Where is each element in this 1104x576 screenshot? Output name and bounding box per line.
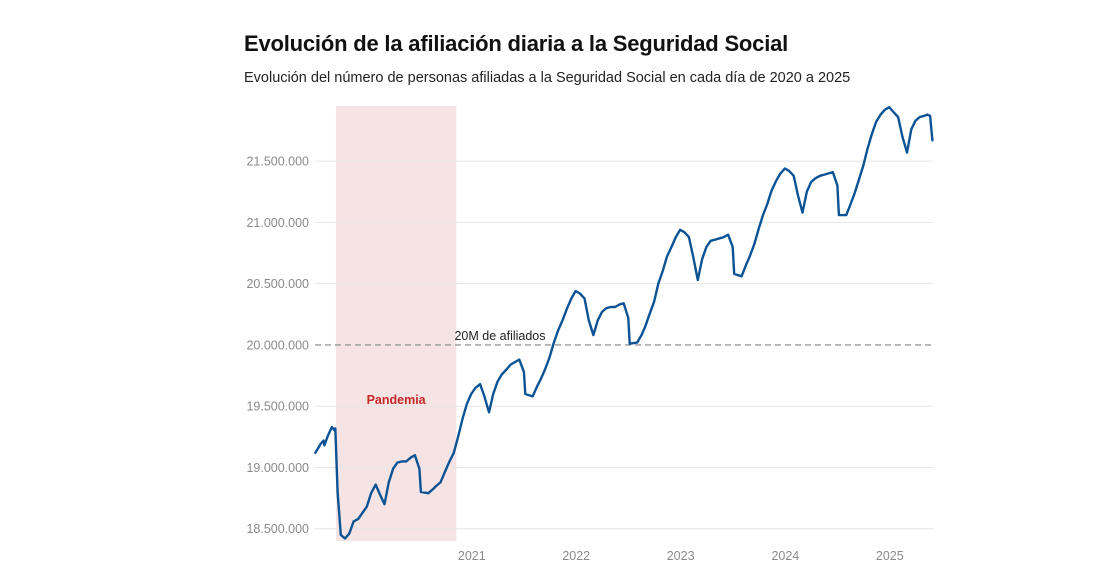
x-tick-label: 2021 [458, 549, 486, 563]
x-tick-label: 2025 [876, 549, 904, 563]
y-tick-label: 18.500.000 [246, 522, 309, 536]
pandemic-band-layer [335, 106, 457, 541]
reference-line-label: 20M de afiliados [454, 329, 545, 343]
pandemic-band [335, 106, 457, 541]
x-tick-label: 2022 [562, 549, 590, 563]
affiliation-series-line [314, 106, 934, 540]
x-axis-ticks: 2021 2022 2023 2024 2025 [458, 549, 904, 563]
pandemic-band-label: Pandemia [367, 393, 427, 407]
y-tick-label: 20.500.000 [246, 277, 309, 291]
x-tick-label: 2024 [771, 549, 799, 563]
y-axis-ticks: 18.500.000 19.000.000 19.500.000 20.000.000… [246, 155, 309, 537]
chart-subtitle: Evolución del número de personas afiliad… [244, 70, 851, 86]
annotations: 20M de afiliados Pandemia [367, 329, 546, 407]
y-tick-label: 21.500.000 [246, 155, 309, 169]
gridlines [315, 160, 933, 530]
y-tick-label: 21.000.000 [246, 216, 309, 230]
chart-title: Evolución de la afiliación diaria a la S… [244, 31, 789, 56]
y-tick-label: 19.500.000 [246, 400, 309, 414]
series-layer [314, 106, 934, 540]
x-tick-label: 2023 [667, 549, 695, 563]
y-tick-label: 20.000.000 [246, 338, 309, 352]
y-tick-label: 19.000.000 [246, 461, 309, 475]
